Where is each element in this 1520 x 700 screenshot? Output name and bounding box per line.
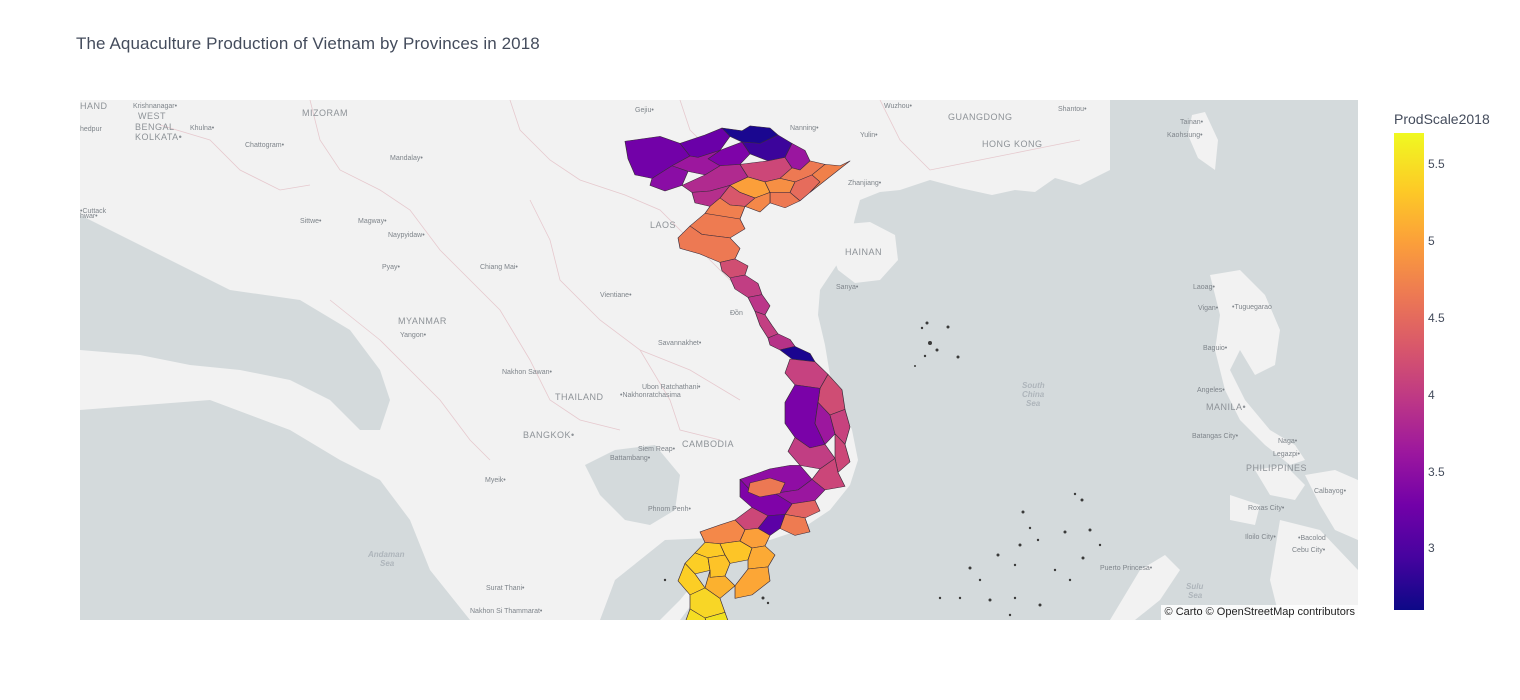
colorbar-tick-label: 4 xyxy=(1428,387,1435,402)
svg-text:Cebu City•: Cebu City• xyxy=(1292,547,1326,554)
svg-text:MIZORAM: MIZORAM xyxy=(302,108,348,118)
map-attribution[interactable]: © Carto © OpenStreetMap contributors xyxy=(1160,605,1358,620)
svg-text:Sea: Sea xyxy=(1188,591,1203,600)
svg-text:HONG KONG: HONG KONG xyxy=(982,139,1043,149)
svg-text:Magway•: Magway• xyxy=(358,218,387,225)
svg-text:HAND: HAND xyxy=(80,101,108,111)
svg-text:Iloilo City•: Iloilo City• xyxy=(1245,534,1276,541)
svg-text:Gejiu•: Gejiu• xyxy=(635,107,654,114)
svg-text:LAOS: LAOS xyxy=(650,220,676,230)
svg-text:Surat Thani•: Surat Thani• xyxy=(486,585,525,592)
svg-text:hwar•: hwar• xyxy=(80,213,98,220)
svg-text:China: China xyxy=(1022,390,1045,399)
svg-text:Yangon•: Yangon• xyxy=(400,332,427,339)
svg-text:Ubon Ratchathani•: Ubon Ratchathani• xyxy=(642,384,701,391)
svg-text:Roxas City•: Roxas City• xyxy=(1248,505,1285,512)
svg-text:Angeles•: Angeles• xyxy=(1197,387,1225,394)
province-region[interactable] xyxy=(829,409,851,445)
svg-text:hedpur: hedpur xyxy=(80,126,102,133)
svg-text:MANILA•: MANILA• xyxy=(1206,402,1246,412)
svg-text:Laoag•: Laoag• xyxy=(1193,284,1215,291)
svg-text:Chattogram•: Chattogram• xyxy=(245,142,285,149)
svg-text:Khulna•: Khulna• xyxy=(190,125,215,132)
svg-text:Nakhon Sawan•: Nakhon Sawan• xyxy=(502,369,552,376)
svg-text:Siem Reap•: Siem Reap• xyxy=(638,446,676,453)
svg-text:Wuzhou•: Wuzhou• xyxy=(884,103,913,110)
svg-text:Shantou•: Shantou• xyxy=(1058,106,1087,113)
svg-text:Baguio•: Baguio• xyxy=(1203,345,1228,352)
svg-text:Vigan•: Vigan• xyxy=(1198,305,1219,312)
svg-text:Battambang•: Battambang• xyxy=(610,455,651,462)
svg-text:CAMBODIA: CAMBODIA xyxy=(682,439,734,449)
province-region[interactable] xyxy=(809,160,851,193)
svg-text:Krishnanagar•: Krishnanagar• xyxy=(133,103,178,110)
svg-text:Zhanjiang•: Zhanjiang• xyxy=(848,180,882,187)
colorbar-tick-label: 5.5 xyxy=(1428,156,1445,171)
colorbar-title: ProdScale2018 xyxy=(1394,111,1490,127)
svg-text:Chiang Mai•: Chiang Mai• xyxy=(480,264,518,271)
svg-text:Sanya•: Sanya• xyxy=(836,284,859,291)
province-region[interactable] xyxy=(684,552,711,575)
province-region[interactable] xyxy=(704,612,730,620)
svg-text:BENGAL: BENGAL xyxy=(135,122,175,132)
colorbar-tick-label: 3.5 xyxy=(1428,464,1445,479)
province-region[interactable] xyxy=(834,433,851,473)
svg-text:HAINAN: HAINAN xyxy=(845,247,882,257)
svg-text:Yulin•: Yulin• xyxy=(860,132,878,139)
colorbar-tick-label: 5 xyxy=(1428,233,1435,248)
svg-text:Nanning•: Nanning• xyxy=(790,125,819,132)
svg-text:GUANGDONG: GUANGDONG xyxy=(948,112,1013,122)
map-canvas[interactable]: MIZORAM LAOS MYANMAR THAILAND CAMBODIA H… xyxy=(80,100,1358,620)
svg-text:THAILAND: THAILAND xyxy=(555,392,604,402)
svg-text:Calbayog•: Calbayog• xyxy=(1314,488,1347,495)
svg-text:Puerto Princesa•: Puerto Princesa• xyxy=(1100,565,1153,572)
colorbar xyxy=(1394,133,1424,610)
province-region[interactable] xyxy=(779,346,816,363)
svg-text:•Nakhonratchasima: •Nakhonratchasima xyxy=(620,392,681,399)
svg-text:•Tuguegarao: •Tuguegarao xyxy=(1232,304,1272,311)
province-region[interactable] xyxy=(814,402,836,445)
svg-text:Kaohsiung•: Kaohsiung• xyxy=(1167,132,1203,139)
svg-text:Nakhon Si Thammarat•: Nakhon Si Thammarat• xyxy=(470,608,543,615)
svg-text:PHILIPPINES: PHILIPPINES xyxy=(1246,463,1307,473)
svg-text:Tainan•: Tainan• xyxy=(1180,119,1204,126)
svg-text:Sea: Sea xyxy=(380,559,395,568)
vietnam-provinces xyxy=(624,125,851,620)
svg-text:Batangas City•: Batangas City• xyxy=(1192,433,1239,440)
svg-text:Pyay•: Pyay• xyxy=(382,264,401,271)
svg-text:Andaman: Andaman xyxy=(367,550,405,559)
svg-text:Naypyidaw•: Naypyidaw• xyxy=(388,232,425,239)
province-region[interactable] xyxy=(685,608,710,620)
svg-text:•Bacolod: •Bacolod xyxy=(1298,535,1326,542)
province-region[interactable] xyxy=(734,566,771,599)
svg-text:South: South xyxy=(1022,381,1045,390)
svg-text:Sittwe•: Sittwe• xyxy=(300,218,322,225)
svg-text:Naga•: Naga• xyxy=(1278,438,1298,445)
svg-text:Phnom Penh•: Phnom Penh• xyxy=(648,506,691,513)
svg-text:Myeik•: Myeik• xyxy=(485,477,506,484)
svg-text:Vientiane•: Vientiane• xyxy=(600,292,632,299)
province-region[interactable] xyxy=(747,477,786,498)
map-panel[interactable]: MIZORAM LAOS MYANMAR THAILAND CAMBODIA H… xyxy=(80,100,1358,620)
province-region[interactable] xyxy=(747,294,771,316)
svg-text:Mandalay•: Mandalay• xyxy=(390,155,423,162)
svg-text:KOLKATA•: KOLKATA• xyxy=(135,132,182,142)
svg-text:Sea: Sea xyxy=(1026,399,1041,408)
colorbar-tick-label: 3 xyxy=(1428,541,1435,556)
svg-text:Đồn: Đồn xyxy=(730,308,743,317)
svg-text:•Cuttack: •Cuttack xyxy=(80,208,107,215)
svg-text:Savannakhet•: Savannakhet• xyxy=(658,340,702,347)
colorbar-tick-label: 4.5 xyxy=(1428,310,1445,325)
svg-text:WEST: WEST xyxy=(138,111,166,121)
svg-text:MYANMAR: MYANMAR xyxy=(398,316,447,326)
chart-title: The Aquaculture Production of Vietnam by… xyxy=(76,34,540,53)
svg-text:Legazpi•: Legazpi• xyxy=(1273,451,1301,458)
svg-text:Sulu: Sulu xyxy=(1186,582,1203,591)
svg-text:BANGKOK•: BANGKOK• xyxy=(523,430,575,440)
